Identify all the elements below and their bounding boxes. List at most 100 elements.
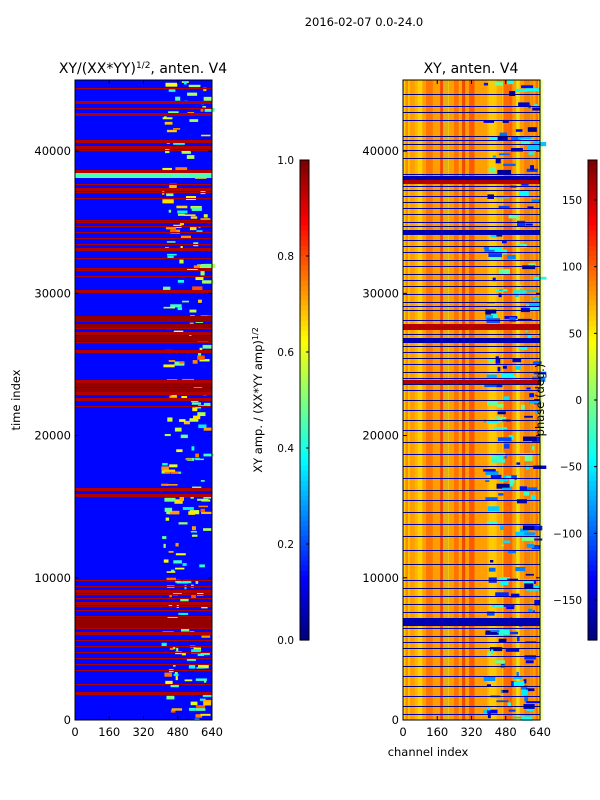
colorbar-swatch bbox=[300, 520, 309, 526]
amplitude-heatmap-cell bbox=[172, 665, 176, 667]
colorbar-swatch bbox=[300, 170, 309, 176]
phase-heatmap-flag-row bbox=[403, 202, 540, 203]
colorbar-swatch bbox=[300, 570, 309, 576]
colorbar-swatch bbox=[588, 515, 597, 521]
phase-heatmap-cell bbox=[512, 716, 524, 719]
amplitude-heatmap-cell bbox=[179, 222, 184, 226]
amplitude-heatmap-flag-row bbox=[75, 334, 212, 335]
phase-heatmap-cell bbox=[498, 577, 511, 582]
phase-heatmap-flag-band bbox=[403, 176, 540, 182]
colorbar-swatch bbox=[588, 215, 597, 221]
phase-heatmap-flag-row bbox=[403, 302, 540, 303]
amplitude-heatmap-cell bbox=[192, 286, 203, 291]
phase-heatmap-cell bbox=[520, 307, 530, 313]
phase-heatmap-flag-row bbox=[403, 588, 540, 589]
colorbar-swatch bbox=[588, 620, 597, 626]
amplitude-heatmap-cell bbox=[200, 480, 205, 482]
phase-heatmap-cell bbox=[494, 416, 500, 419]
amplitude-heatmap-cell bbox=[188, 84, 201, 88]
amplitude-heatmap-cell bbox=[185, 458, 193, 461]
amplitude-heatmap-cell bbox=[164, 507, 173, 512]
phase-heatmap-cell bbox=[533, 581, 536, 584]
phase-heatmap-flag-row bbox=[403, 478, 540, 479]
colorbar-swatch bbox=[300, 390, 309, 396]
colorbar-swatch bbox=[588, 330, 597, 336]
amplitude-heatmap-cell bbox=[184, 585, 187, 590]
phase-heatmap-cell bbox=[532, 446, 535, 451]
phase-heatmap-image[interactable] bbox=[403, 80, 547, 721]
phase-heatmap-flag-row bbox=[403, 372, 540, 373]
amplitude-heatmap-cell bbox=[182, 300, 189, 303]
colorbar-swatch bbox=[588, 440, 597, 446]
amplitude-heatmap-cell bbox=[166, 193, 174, 197]
colorbar-swatch bbox=[300, 615, 309, 621]
amplitude-heatmap-cell bbox=[181, 395, 188, 400]
phase-heatmap-cell bbox=[513, 681, 525, 687]
colorbar-swatch bbox=[300, 480, 309, 486]
amplitude-heatmap-cell bbox=[197, 412, 206, 417]
y-tick-label: 10000 bbox=[34, 571, 71, 585]
colorbar-swatch bbox=[588, 290, 597, 296]
colorbar-swatch bbox=[588, 630, 597, 636]
amplitude-heatmap-flag-row bbox=[75, 248, 212, 251]
colorbar-swatch bbox=[300, 425, 309, 431]
amplitude-heatmap-flag-band bbox=[75, 383, 212, 387]
amplitude-heatmap-flag-row bbox=[75, 188, 212, 191]
amplitude-heatmap-cell bbox=[198, 664, 209, 669]
colorbar-swatch bbox=[588, 470, 597, 476]
amplitude-heatmap-flag-row bbox=[75, 238, 212, 239]
phase-heatmap-cell bbox=[534, 104, 538, 107]
phase-heatmap-flag-row bbox=[403, 442, 540, 443]
colorbar-swatch bbox=[300, 320, 309, 326]
phase-heatmap-cell bbox=[518, 346, 528, 350]
amplitude-heatmap-cell bbox=[203, 427, 213, 431]
phase-heatmap-cell bbox=[497, 411, 506, 415]
amplitude-heatmap-flag-row bbox=[75, 610, 212, 611]
colorbar-swatch bbox=[300, 410, 309, 416]
colorbar-swatch bbox=[588, 370, 597, 376]
x-tick-label: 0 bbox=[399, 725, 406, 739]
amplitude-heatmap-cell bbox=[201, 606, 208, 609]
phase-heatmap-cell bbox=[530, 165, 534, 171]
colorbar-swatch bbox=[300, 585, 309, 591]
phase-heatmap-cell bbox=[527, 138, 534, 142]
phase-heatmap-cell bbox=[507, 550, 517, 554]
phase-heatmap-flag-row bbox=[403, 612, 540, 613]
colorbar-swatch bbox=[588, 385, 597, 391]
colorbar-swatch bbox=[588, 425, 597, 431]
phase-heatmap-cell bbox=[487, 420, 499, 424]
colorbar-swatch bbox=[300, 230, 309, 236]
amplitude-heatmap-cell bbox=[162, 286, 171, 290]
amplitude-heatmap-cell bbox=[166, 129, 177, 133]
amplitude-heatmap-cell bbox=[200, 651, 210, 656]
phase-heatmap-cell bbox=[492, 155, 497, 158]
amplitude-heatmap-cell bbox=[168, 209, 172, 213]
amplitude-heatmap-cell bbox=[196, 230, 203, 234]
phase-heatmap-title: XY, anten. V4 bbox=[424, 61, 519, 77]
colorbar-swatch bbox=[588, 615, 597, 621]
phase-heatmap-cell bbox=[532, 297, 539, 301]
phase-heatmap-cell bbox=[507, 80, 515, 85]
phase-heatmap-cell bbox=[516, 462, 521, 465]
colorbar-swatch bbox=[588, 350, 597, 356]
phase-heatmap-cell bbox=[504, 443, 510, 449]
phase-heatmap-flag-row bbox=[403, 120, 540, 121]
amplitude-heatmap-cell bbox=[175, 579, 181, 583]
colorbar-swatch bbox=[588, 580, 597, 586]
phase-heatmap-cell bbox=[489, 257, 502, 261]
y-tick-label: 30000 bbox=[362, 286, 399, 300]
amplitude-heatmap-flag-row bbox=[75, 632, 212, 635]
amplitude-heatmap-cell bbox=[203, 701, 212, 706]
phase-heatmap-flag-row bbox=[403, 196, 540, 197]
colorbar-swatch bbox=[300, 470, 309, 476]
amplitude-heatmap-cell bbox=[162, 117, 173, 120]
phase-heatmap-cell bbox=[487, 709, 498, 714]
amplitude-heatmap-cell bbox=[179, 496, 185, 501]
amplitude-heatmap-image[interactable] bbox=[75, 80, 216, 721]
colorbar-swatch bbox=[588, 535, 597, 541]
phase-heatmap-flag-row bbox=[403, 390, 540, 391]
colorbar-swatch bbox=[588, 190, 597, 196]
phase-heatmap-cell bbox=[511, 593, 520, 598]
colorbar-swatch bbox=[300, 395, 309, 401]
amplitude-heatmap-flag-row bbox=[75, 244, 212, 245]
